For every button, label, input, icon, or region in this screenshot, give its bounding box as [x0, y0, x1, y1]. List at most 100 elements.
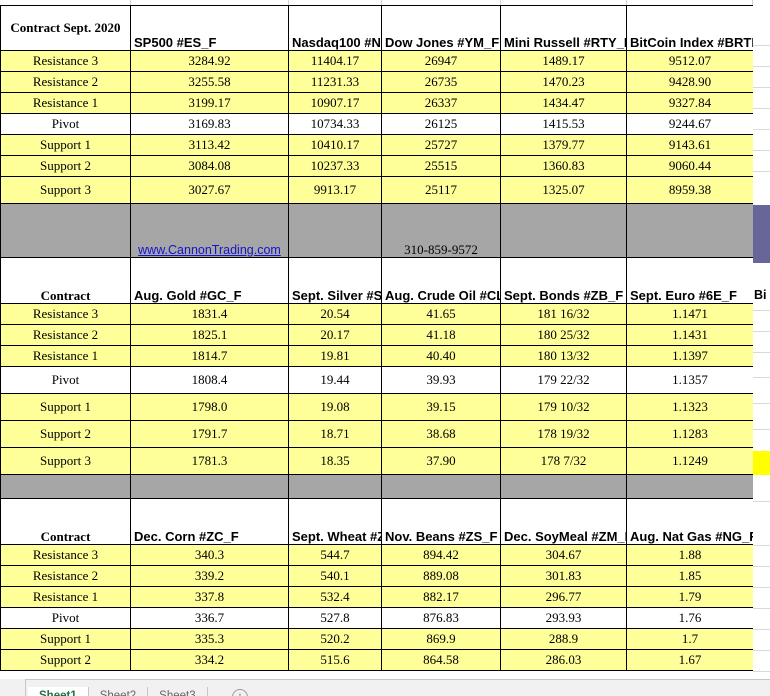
cell[interactable]: 1489.17: [500, 50, 627, 72]
cell[interactable]: 301.83: [500, 565, 627, 587]
cell[interactable]: 882.17: [381, 586, 501, 608]
cell[interactable]: 9060.44: [626, 155, 754, 177]
cell[interactable]: 532.4: [288, 586, 382, 608]
cell[interactable]: 515.6: [288, 649, 382, 671]
cell[interactable]: 40.40: [381, 345, 501, 367]
cell[interactable]: 1.76: [626, 607, 754, 629]
cell[interactable]: 26125: [381, 113, 501, 135]
cell[interactable]: 340.3: [130, 544, 289, 566]
cell[interactable]: 19.44: [288, 366, 382, 394]
cell[interactable]: 9428.90: [626, 71, 754, 93]
cell[interactable]: 335.3: [130, 628, 289, 650]
cell[interactable]: 869.9: [381, 628, 501, 650]
sheet-tab-sheet1[interactable]: Sheet1: [28, 687, 89, 696]
cell[interactable]: 339.2: [130, 565, 289, 587]
cell[interactable]: 1.1283: [626, 420, 754, 448]
cell[interactable]: 26947: [381, 50, 501, 72]
cell[interactable]: 1.7: [626, 628, 754, 650]
cell[interactable]: 334.2: [130, 649, 289, 671]
cell[interactable]: 336.7: [130, 607, 289, 629]
cell[interactable]: 3113.42: [130, 134, 289, 156]
cell[interactable]: 9913.17: [288, 176, 382, 204]
cell[interactable]: 9244.67: [626, 113, 754, 135]
cell[interactable]: 181 16/32: [500, 303, 627, 325]
cell[interactable]: 527.8: [288, 607, 382, 629]
cell[interactable]: 544.7: [288, 544, 382, 566]
cell[interactable]: 20.54: [288, 303, 382, 325]
cell[interactable]: 180 13/32: [500, 345, 627, 367]
cell[interactable]: 1434.47: [500, 92, 627, 114]
cell[interactable]: 1.1357: [626, 366, 754, 394]
cell[interactable]: 1808.4: [130, 366, 289, 394]
cell[interactable]: 19.81: [288, 345, 382, 367]
cell[interactable]: 1325.07: [500, 176, 627, 204]
cell[interactable]: 18.35: [288, 447, 382, 475]
cell[interactable]: 1.85: [626, 565, 754, 587]
cell[interactable]: 178 19/32: [500, 420, 627, 448]
cell[interactable]: 3169.83: [130, 113, 289, 135]
cell[interactable]: 179 10/32: [500, 393, 627, 421]
cell[interactable]: 10734.33: [288, 113, 382, 135]
cell[interactable]: 179 22/32: [500, 366, 627, 394]
cell[interactable]: 1.79: [626, 586, 754, 608]
cell[interactable]: 337.8: [130, 586, 289, 608]
cell[interactable]: 41.18: [381, 324, 501, 346]
cell[interactable]: 1791.7: [130, 420, 289, 448]
add-sheet-button[interactable]: +: [232, 689, 248, 696]
cell[interactable]: 1.1323: [626, 393, 754, 421]
cell[interactable]: 520.2: [288, 628, 382, 650]
cell[interactable]: 288.9: [500, 628, 627, 650]
cell[interactable]: 26337: [381, 92, 501, 114]
cell[interactable]: 876.83: [381, 607, 501, 629]
cell[interactable]: 1360.83: [500, 155, 627, 177]
cell[interactable]: 1.1471: [626, 303, 754, 325]
cell[interactable]: 26735: [381, 71, 501, 93]
cell[interactable]: 304.67: [500, 544, 627, 566]
cell[interactable]: 39.93: [381, 366, 501, 394]
cell[interactable]: 3284.92: [130, 50, 289, 72]
cell[interactable]: 540.1: [288, 565, 382, 587]
cell[interactable]: 1.88: [626, 544, 754, 566]
cell[interactable]: 11404.17: [288, 50, 382, 72]
cell[interactable]: 180 25/32: [500, 324, 627, 346]
cell[interactable]: 9512.07: [626, 50, 754, 72]
cell[interactable]: 18.71: [288, 420, 382, 448]
cell[interactable]: 10907.17: [288, 92, 382, 114]
cell[interactable]: 1798.0: [130, 393, 289, 421]
cell[interactable]: 1.1397: [626, 345, 754, 367]
cell[interactable]: 864.58: [381, 649, 501, 671]
cell[interactable]: 889.08: [381, 565, 501, 587]
cell[interactable]: 25515: [381, 155, 501, 177]
cell[interactable]: 1.1249: [626, 447, 754, 475]
cell[interactable]: 9327.84: [626, 92, 754, 114]
highlight-cell[interactable]: [753, 451, 770, 475]
cell[interactable]: 1781.3: [130, 447, 289, 475]
cell[interactable]: 178 7/32: [500, 447, 627, 475]
cell[interactable]: 1.67: [626, 649, 754, 671]
cell[interactable]: 1825.1: [130, 324, 289, 346]
cell[interactable]: 1.1431: [626, 324, 754, 346]
cell[interactable]: 10410.17: [288, 134, 382, 156]
cell[interactable]: 1379.77: [500, 134, 627, 156]
cell[interactable]: 8959.38: [626, 176, 754, 204]
cell[interactable]: 1415.53: [500, 113, 627, 135]
cell[interactable]: 10237.33: [288, 155, 382, 177]
cell[interactable]: 1831.4: [130, 303, 289, 325]
cell[interactable]: 41.65: [381, 303, 501, 325]
cell[interactable]: 3255.58: [130, 71, 289, 93]
cell[interactable]: 38.68: [381, 420, 501, 448]
website-link-cell[interactable]: www.CannonTrading.com: [130, 203, 289, 258]
cell[interactable]: 37.90: [381, 447, 501, 475]
cell[interactable]: 39.15: [381, 393, 501, 421]
cell[interactable]: 293.93: [500, 607, 627, 629]
cell[interactable]: 1470.23: [500, 71, 627, 93]
cell[interactable]: 3199.17: [130, 92, 289, 114]
cell[interactable]: 3027.67: [130, 176, 289, 204]
cell[interactable]: 20.17: [288, 324, 382, 346]
cell[interactable]: 3084.08: [130, 155, 289, 177]
cell[interactable]: 286.03: [500, 649, 627, 671]
sheet-tab-sheet2[interactable]: Sheet2: [88, 687, 149, 696]
cell[interactable]: 894.42: [381, 544, 501, 566]
cell[interactable]: 11231.33: [288, 71, 382, 93]
cell[interactable]: 9143.61: [626, 134, 754, 156]
